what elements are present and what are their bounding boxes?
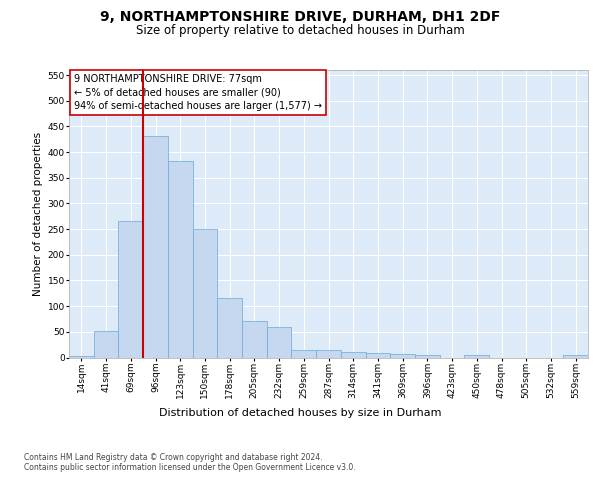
Bar (242, 321, 267, 358)
Bar (267, 326, 292, 358)
Y-axis label: Number of detached properties: Number of detached properties (34, 132, 43, 296)
Bar (118, 222, 143, 358)
Text: Contains HM Land Registry data © Crown copyright and database right 2024.
Contai: Contains HM Land Registry data © Crown c… (24, 452, 356, 472)
Bar (415, 356, 440, 358)
Text: 9, NORTHAMPTONSHIRE DRIVE, DURHAM, DH1 2DF: 9, NORTHAMPTONSHIRE DRIVE, DURHAM, DH1 2… (100, 10, 500, 24)
Bar (217, 298, 242, 358)
Bar (365, 353, 390, 358)
Bar (168, 162, 193, 358)
Text: Size of property relative to detached houses in Durham: Size of property relative to detached ho… (136, 24, 464, 37)
Bar (316, 350, 341, 358)
Bar (193, 229, 217, 358)
Bar (69, 356, 94, 358)
Bar (94, 331, 118, 357)
Bar (390, 354, 415, 358)
Bar (563, 355, 588, 358)
Bar (341, 352, 365, 358)
Text: 9 NORTHAMPTONSHIRE DRIVE: 77sqm
← 5% of detached houses are smaller (90)
94% of : 9 NORTHAMPTONSHIRE DRIVE: 77sqm ← 5% of … (74, 74, 322, 110)
Bar (292, 350, 316, 358)
Text: Distribution of detached houses by size in Durham: Distribution of detached houses by size … (159, 408, 441, 418)
Bar (143, 136, 168, 358)
Bar (464, 356, 489, 358)
